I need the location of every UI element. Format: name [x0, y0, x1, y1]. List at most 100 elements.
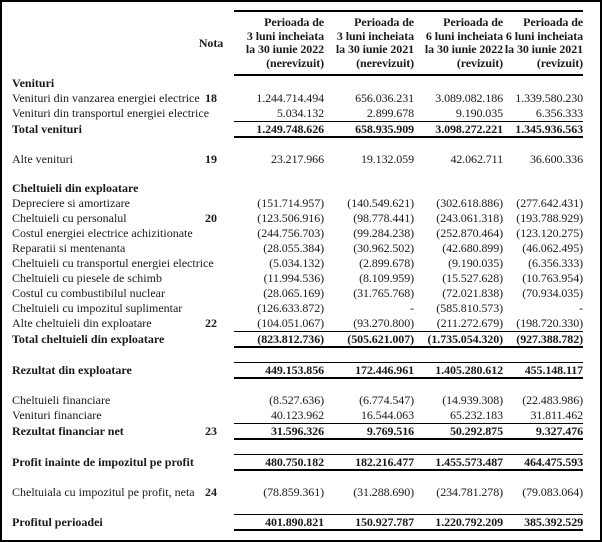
table-row: Costul cu combustibilul nuclear (28.065.1… [12, 286, 583, 301]
amount-cell: (46.062.495) [522, 241, 583, 255]
amount-cell: (123.506.916) [257, 211, 324, 225]
amount-cell: (1.735.054.320) [414, 331, 503, 348]
total-row: Profit inainte de impozitul pe profit 480… [12, 454, 583, 471]
spacer-cell [12, 378, 583, 393]
amount-cell [234, 181, 324, 196]
table-row: Cheltuiala cu impozitul pe profit, neta 2… [12, 485, 583, 500]
amount-cell: - [410, 301, 414, 315]
section-heading-row: Cheltuieli din exploatare [12, 181, 583, 196]
nota-value: 18 [205, 91, 217, 105]
amount-cell: 172.446.961 [324, 362, 414, 379]
spacer-cell [12, 347, 583, 363]
amount-cell: 449.153.856 [234, 362, 324, 379]
spacer-row [12, 500, 583, 515]
table-row: Venituri financiare 40.123.962 16.544.063 6… [12, 408, 583, 424]
amount-cell: 1.339.580.230 [515, 91, 583, 105]
row-label: Total venituri [12, 122, 82, 137]
nota-value [188, 241, 234, 256]
header-row: Nota Perioada de 3 luni incheiata la 30 … [12, 10, 583, 76]
header-label-spacer [12, 11, 188, 75]
amount-cell: (9.190.035) [448, 256, 503, 270]
amount-cell: (198.720.330) [516, 316, 583, 330]
amount-cell [503, 75, 583, 91]
nota-value [188, 122, 234, 138]
amount-cell: (193.788.929) [516, 211, 583, 225]
amount-cell: 1.345.936.563 [503, 121, 583, 138]
row-label: Total cheltuieli din exploatare [12, 332, 165, 347]
amount-cell: (505.621.007) [324, 331, 414, 348]
total-row: Total cheltuieli din exploatare (823.812.… [12, 331, 583, 348]
amount-cell: (6.356.333) [528, 256, 583, 270]
amount-cell: (277.642.431) [516, 196, 583, 210]
nota-value [188, 226, 234, 241]
table-body: Venituri Venituri din vanzarea energiei e… [12, 75, 583, 531]
column-header-period-q2-2021: Perioada de 3 luni incheiata la 30 iunie… [324, 10, 414, 76]
row-label: Venituri [12, 75, 55, 90]
amount-cell: (211.272.679) [436, 316, 503, 330]
table-row: Cheltuieli cu piesele de schimb (11.994.5… [12, 271, 583, 286]
amount-cell: 40.123.962 [270, 408, 324, 422]
amount-cell: (252.870.464) [436, 226, 503, 240]
amount-cell: (28.065.169) [263, 286, 324, 300]
row-label: Cheltuieli din exploatare [12, 181, 139, 195]
table-row: Alte cheltuieli din exploatare 22 (104.051… [12, 316, 583, 332]
amount-cell: (8.109.959) [359, 271, 414, 285]
amount-cell: (79.083.064) [522, 485, 583, 499]
amount-cell: 31.596.326 [234, 423, 324, 440]
amount-cell: (11.994.536) [263, 271, 324, 285]
amount-cell: (14.939.308) [442, 393, 503, 407]
amount-cell [234, 75, 324, 91]
amount-cell: (42.680.899) [442, 241, 503, 255]
amount-cell: (31.288.690) [353, 485, 414, 499]
amount-cell: (2.899.678) [359, 256, 414, 270]
amount-cell: 464.475.593 [503, 454, 583, 471]
amount-cell: 16.544.063 [360, 408, 414, 422]
amount-cell: (151.714.957) [257, 196, 324, 210]
amount-cell: - [579, 301, 583, 315]
nota-value [188, 455, 234, 471]
amount-cell [414, 181, 503, 196]
row-label: Cheltuieli cu impozitul suplimentar [12, 301, 183, 315]
row-label: Costul cu combustibilul nuclear [12, 286, 165, 300]
amount-cell: 480.750.182 [234, 454, 324, 471]
nota-value [188, 286, 234, 301]
amount-cell: (140.549.621) [347, 196, 414, 210]
total-row: Rezultat financiar net 23 31.596.326 9.769.… [12, 423, 583, 440]
amount-cell: 2.899.678 [366, 106, 414, 120]
row-label: Reparatii si mentenanta [12, 241, 126, 255]
spacer-cell [12, 167, 583, 181]
table-row: Cheltuieli cu impozitul suplimentar (126.… [12, 301, 583, 316]
amount-cell [503, 181, 583, 196]
amount-cell: 658.935.909 [324, 121, 414, 138]
amount-cell: 401.890.821 [234, 514, 324, 531]
amount-cell: (99.284.238) [353, 226, 414, 240]
income-statement-table: Nota Perioada de 3 luni incheiata la 30 … [12, 10, 583, 531]
spacer-row [12, 137, 583, 152]
amount-cell: (823.812.736) [234, 331, 324, 348]
nota-value [188, 408, 234, 424]
nota-value: 22 [205, 316, 217, 331]
spacer-cell [12, 470, 583, 485]
table-row: Costul energiei electrice achizitionate (… [12, 226, 583, 241]
nota-value: 23 [205, 424, 217, 439]
nota-value [188, 515, 234, 531]
amount-cell [324, 75, 414, 91]
amount-cell: 656.036.231 [355, 91, 414, 105]
amount-cell: (70.934.035) [522, 286, 583, 300]
row-label: Rezultat din exploatare [12, 363, 132, 378]
column-header-nota: Nota [198, 35, 224, 50]
nota-value [188, 393, 234, 408]
nota-value [188, 75, 234, 91]
amount-cell: (234.781.278) [436, 485, 503, 499]
total-row: Rezultat din exploatare 449.153.856 172.44… [12, 362, 583, 379]
row-label: Profitul perioadei [12, 515, 103, 530]
nota-value [188, 332, 234, 348]
amount-cell: (22.483.986) [522, 393, 583, 407]
amount-cell: (123.120.275) [516, 226, 583, 240]
spacer-cell [12, 137, 583, 152]
amount-cell: (93.270.800) [353, 316, 414, 330]
table-row: Venituri din transportul energiei electr… [12, 106, 583, 122]
total-row: Total venituri 1.249.748.626 658.935.909 3.… [12, 121, 583, 138]
spacer-row [12, 347, 583, 363]
